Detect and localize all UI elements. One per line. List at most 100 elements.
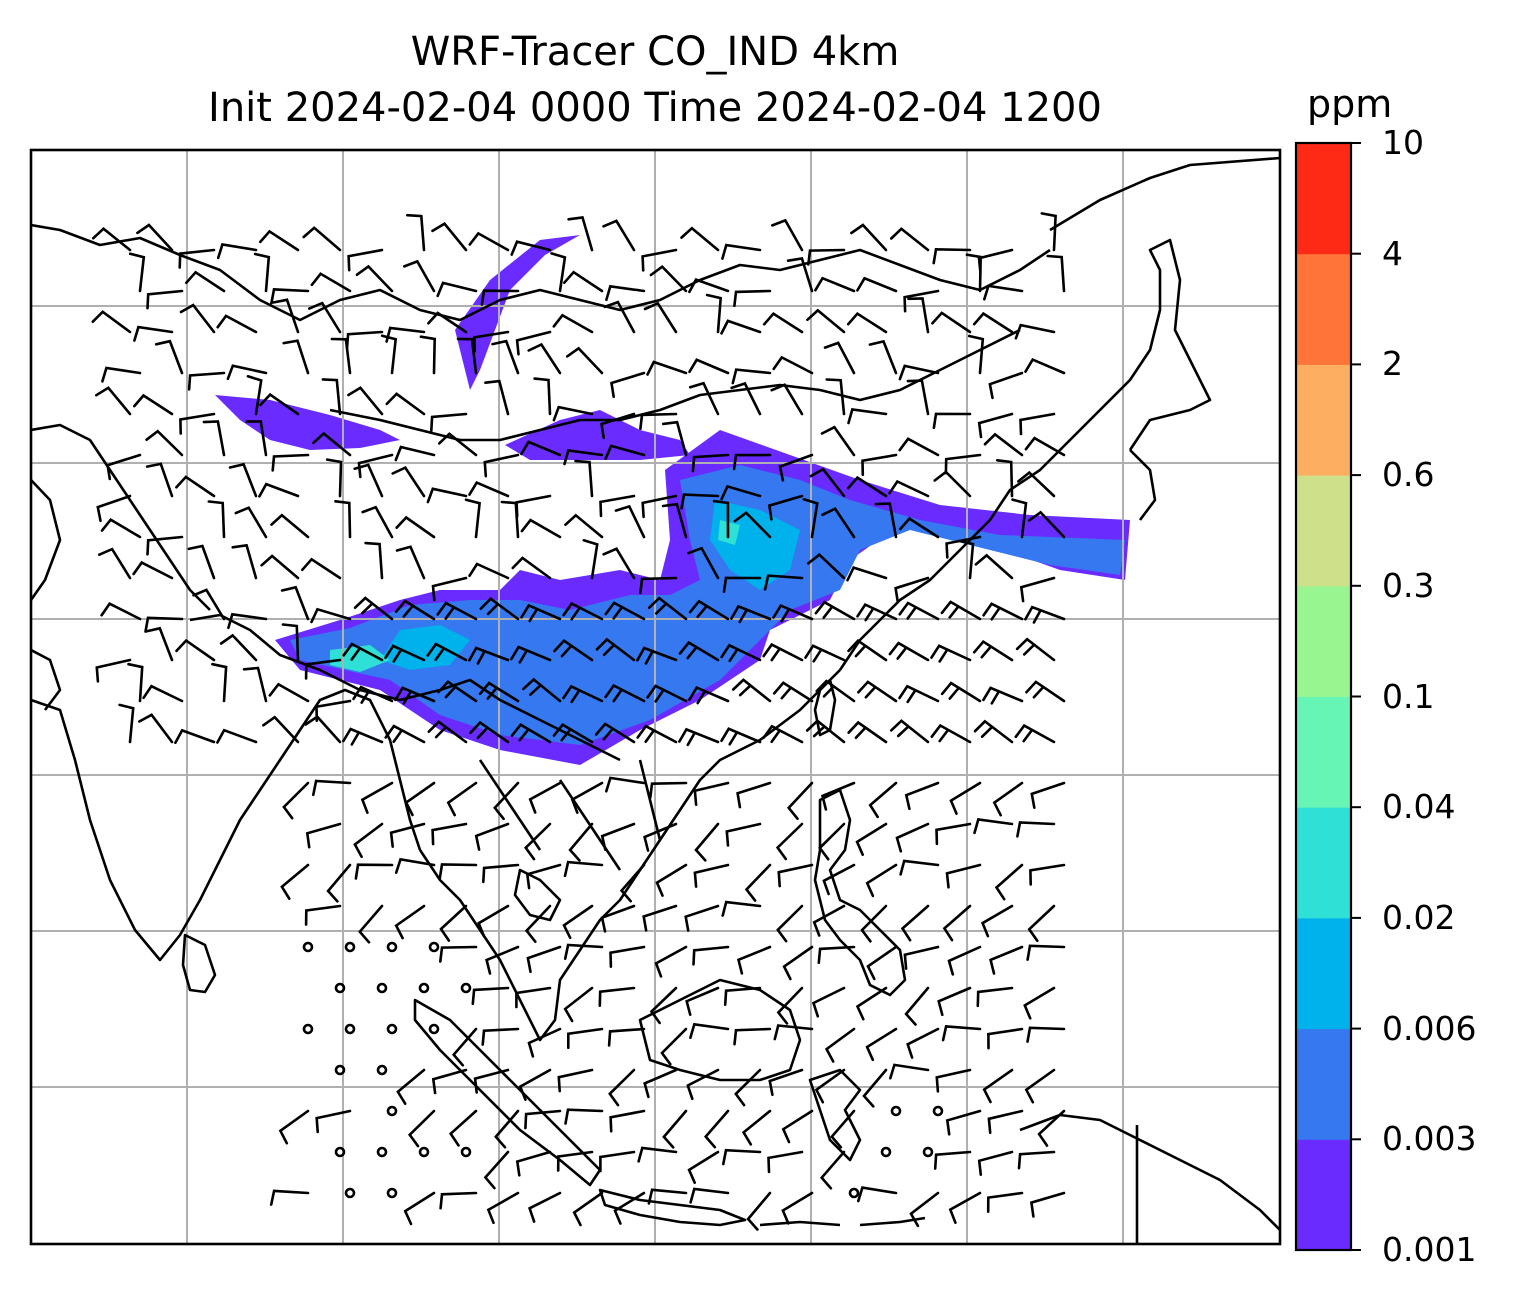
wind-barb [394, 857, 436, 874]
wind-barb [483, 1150, 510, 1190]
wind-barb [604, 601, 646, 621]
calm-wind-marker [386, 941, 398, 953]
wind-barb [330, 337, 352, 375]
borders-west-2 [31, 479, 62, 711]
wind-barb [619, 863, 646, 903]
wind-barb [1014, 323, 1056, 340]
wind-barb [1023, 986, 1056, 1020]
wind-barb [553, 638, 594, 662]
wind-barb [678, 727, 720, 747]
wind-barb [734, 1068, 762, 1107]
wind-barb [154, 339, 184, 375]
calm-wind-marker [334, 1146, 346, 1158]
wind-barb [649, 264, 688, 293]
wind-barb [649, 986, 678, 1025]
wind-barb [725, 822, 762, 847]
wind-barb [431, 222, 468, 252]
wind-barb [868, 781, 898, 819]
wind-barb [772, 355, 814, 375]
wind-barb [904, 781, 940, 811]
wind-barb [972, 639, 1014, 662]
wind-barb [301, 557, 342, 580]
wind-barb [310, 607, 352, 624]
wind-barb [772, 603, 814, 623]
colorbar-tick-label: 10 [1382, 123, 1424, 162]
wind-barb [280, 585, 310, 621]
wind-barb [448, 1109, 478, 1147]
wind-barb [847, 720, 888, 744]
wind-barb [395, 515, 436, 539]
wind-barb [187, 544, 216, 580]
wind-barb [857, 680, 898, 703]
wind-barb [550, 252, 567, 293]
wind-barb [427, 311, 468, 334]
colorbar-tick-label: 2 [1382, 344, 1403, 384]
calm-wind-marker [344, 1023, 356, 1035]
wind-barb [216, 728, 258, 744]
wind-barb [246, 375, 263, 416]
wind-barb [270, 288, 310, 305]
china-coast [838, 238, 1212, 671]
wind-barb [118, 703, 135, 744]
wind-barb [817, 945, 856, 965]
wind-barb [468, 562, 510, 580]
wind-barb [846, 566, 888, 582]
wind-barb [242, 666, 268, 703]
wind-barb [565, 346, 604, 375]
wind-barb [694, 822, 720, 862]
wind-barb [994, 863, 1024, 901]
colorbar-segments [1296, 143, 1351, 1251]
calm-wind-marker [460, 1146, 472, 1158]
wind-barb [192, 588, 226, 621]
wind-barb [471, 986, 510, 1006]
wind-barb [436, 281, 478, 298]
wind-barb [394, 445, 436, 462]
wind-barb [308, 301, 342, 334]
new-guinea [1019, 1113, 1280, 1244]
wind-barb [904, 986, 930, 1026]
wind-barb [96, 494, 132, 523]
wind-barb [996, 459, 1014, 498]
plume-core-1 [710, 500, 800, 590]
bay-of-bengal-coast [298, 688, 422, 851]
calm-wind-marker [460, 982, 472, 994]
wind-barb [474, 822, 510, 851]
wind-barb [282, 339, 310, 375]
wind-barb [746, 1191, 772, 1231]
wind-barb [364, 541, 384, 580]
wind-barb [639, 576, 678, 595]
calm-wind-marker [334, 1064, 346, 1076]
wind-barb [609, 1109, 646, 1133]
wind-barb [940, 600, 982, 621]
wind-barb [594, 722, 636, 744]
coastlines-and-borders [31, 156, 1280, 1244]
wind-barb [945, 863, 982, 889]
wind-barb [1029, 863, 1066, 886]
wind-barb [637, 1146, 678, 1163]
wind-barb [1024, 1068, 1056, 1104]
wind-barb [660, 1027, 688, 1066]
wind-barb [988, 371, 1024, 400]
wind-barb [280, 863, 310, 900]
wind-barb [898, 601, 940, 621]
wind-barb [528, 781, 562, 814]
wind-barb [771, 218, 804, 252]
wind-barb [144, 616, 184, 633]
wind-barb [342, 642, 384, 662]
wind-barb [730, 381, 762, 416]
wind-barb [491, 339, 520, 375]
wind-barb [687, 546, 720, 580]
wind-barb [136, 223, 174, 252]
calm-wind-marker [302, 941, 314, 953]
wind-barb [484, 379, 510, 416]
calm-wind-marker [932, 1105, 944, 1117]
wind-barb [528, 1191, 562, 1223]
colorbar-tick-label: 0.001 [1382, 1230, 1477, 1269]
wind-barb [493, 781, 520, 821]
wind-barb [563, 986, 594, 1023]
wind-barb [326, 863, 352, 903]
wind-barb [1040, 212, 1057, 252]
wind-barb [95, 658, 132, 683]
